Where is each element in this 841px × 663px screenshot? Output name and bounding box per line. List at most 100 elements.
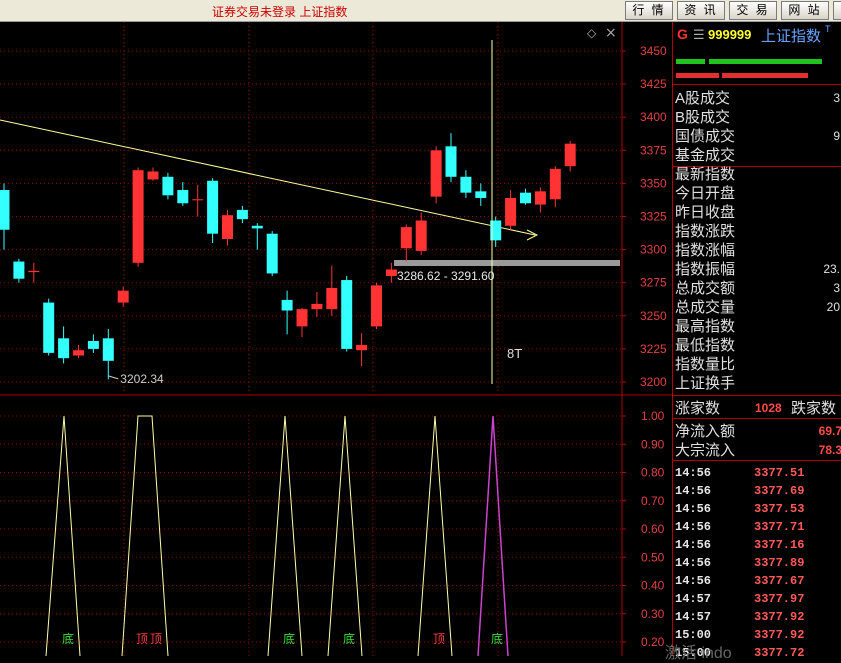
candle-body[interactable] (13, 261, 25, 279)
tick-row[interactable]: 14:56 3377.69 (675, 482, 840, 500)
quote-field-label: A股成交 (675, 90, 731, 107)
tick-row[interactable]: 14:56 3377.71 (675, 518, 840, 536)
candle-body[interactable] (281, 299, 293, 311)
indicator-line (121, 415, 169, 657)
tick-price: 3377.92 (754, 628, 805, 642)
tick-row[interactable]: 14:57 3377.92 (675, 608, 840, 626)
candle-body[interactable] (222, 215, 233, 240)
flow-label: 大宗流入 (675, 442, 736, 459)
tick-row[interactable]: 14:57 3377.97 (675, 590, 840, 608)
candle-body[interactable] (177, 190, 189, 204)
quote-field-label: 基金成交 (675, 147, 736, 164)
candle-body[interactable] (102, 338, 114, 361)
candle-body[interactable] (490, 220, 502, 241)
ratio-bar-green-1 (676, 59, 705, 64)
candle-body[interactable] (549, 168, 561, 200)
indicator-tick-label: 0.20 (641, 635, 665, 649)
candle-body[interactable] (371, 285, 382, 327)
candle-body[interactable] (356, 344, 368, 351)
quote-field-label: 指数涨跌 (675, 223, 736, 240)
quote-field-label: 总成交量 (675, 299, 736, 316)
candle-body[interactable] (28, 270, 40, 273)
tick-price: 3377.97 (754, 592, 805, 606)
flow-value: 78.3 (818, 443, 841, 457)
candle-body[interactable] (236, 209, 248, 220)
price-tick-label: 3200 (640, 375, 667, 389)
range-bar[interactable] (394, 260, 620, 266)
quote-field-label: 昨日收盘 (675, 204, 736, 221)
tick-row[interactable]: 14:56 3377.51 (675, 464, 840, 482)
tick-row[interactable]: 14:56 3377.89 (675, 554, 840, 572)
divider (673, 395, 841, 396)
candle-body[interactable] (43, 302, 55, 353)
candle-body[interactable] (296, 309, 308, 327)
quote-field-label: 最新指数 (675, 166, 736, 183)
candle-body[interactable] (415, 220, 427, 251)
quote-field-label: 最低指数 (675, 337, 736, 354)
candle-body[interactable] (311, 303, 323, 310)
candle-body[interactable] (534, 191, 546, 205)
tick-row[interactable]: 14:56 3377.53 (675, 500, 840, 518)
candle-body[interactable] (162, 176, 174, 196)
candle-body[interactable] (266, 233, 278, 274)
candle-body[interactable] (147, 171, 159, 180)
signal-label: 底 (491, 631, 503, 646)
candle-body[interactable] (341, 280, 353, 349)
close-icon[interactable]: × (605, 25, 617, 41)
candle-body[interactable] (0, 190, 10, 230)
market-button[interactable]: 行 情 (625, 1, 673, 20)
news-button[interactable]: 资 讯 (677, 1, 725, 20)
indicator-tick-label: 0.40 (641, 579, 665, 593)
tick-row[interactable]: 14:56 3377.16 (675, 536, 840, 554)
candle-body[interactable] (192, 199, 204, 201)
candle-body[interactable] (73, 350, 84, 356)
trade-button[interactable]: 交 易 (729, 1, 777, 20)
candle-body[interactable] (505, 197, 517, 226)
tick-time: 14:57 (675, 610, 712, 624)
low-marker (108, 375, 119, 380)
website-button[interactable]: 网 站 (781, 1, 829, 20)
candle-body[interactable] (520, 192, 531, 204)
low-label: 3202.34 (120, 372, 164, 386)
chart-area[interactable]: 3200 3225 3250 3275 3300 3325 3350 3375 3400 3425… (0, 22, 672, 657)
tick-price: 3377.69 (754, 484, 805, 498)
flow-value: 69.7 (818, 424, 841, 438)
tick-time: 14:56 (675, 538, 712, 552)
kline-chart[interactable]: 3200 3225 3250 3275 3300 3325 3350 3375 3400 3425… (0, 22, 672, 657)
diamond-icon[interactable]: ◇ (587, 26, 597, 40)
signal-label: 顶 (150, 632, 162, 646)
candle-body[interactable] (475, 191, 487, 198)
toolbar-overflow[interactable] (833, 1, 841, 20)
candle-body[interactable] (430, 150, 442, 197)
candle-body[interactable] (564, 143, 576, 167)
indicator-tick-label: 0.50 (641, 550, 665, 564)
candle-body[interactable] (117, 290, 129, 303)
candle-body[interactable] (58, 338, 70, 359)
candle-body[interactable] (460, 176, 472, 193)
candle-body[interactable] (251, 225, 263, 229)
tick-price: 3377.53 (754, 502, 805, 516)
tick-row[interactable]: 15:00 3377.92 (675, 626, 840, 644)
quote-field-value: 20 (826, 300, 840, 314)
indicator-line (417, 415, 453, 657)
tick-row[interactable]: 14:56 3377.67 (675, 572, 840, 590)
candle-body[interactable] (400, 227, 412, 249)
quote-header: G ☰ 999999 上证指数 T (673, 22, 841, 85)
candle-body[interactable] (326, 287, 338, 310)
indicator-tick-label: 0.30 (641, 607, 665, 621)
candle-body[interactable] (132, 170, 144, 263)
signal-label: 顶 (433, 632, 445, 646)
candle-body[interactable] (207, 180, 219, 234)
tick-price: 3377.67 (754, 574, 805, 588)
candle-body[interactable] (87, 340, 99, 349)
decline-label: 跌家数 (791, 400, 837, 417)
menu-icon[interactable]: ☰ (693, 27, 705, 42)
trend-line[interactable] (0, 119, 536, 236)
candle-body[interactable] (445, 146, 457, 177)
candle-body[interactable] (385, 269, 397, 277)
advance-value: 1028 (755, 401, 782, 415)
trend-arrow (526, 229, 539, 241)
quote-panel: G ☰ 999999 上证指数 T A股成交 3 B股成交 国债成交 9 基金成交 最新指数… (665, 22, 841, 662)
tick-time: 14:56 (675, 574, 712, 588)
quote-field-label: 今日开盘 (675, 185, 736, 202)
